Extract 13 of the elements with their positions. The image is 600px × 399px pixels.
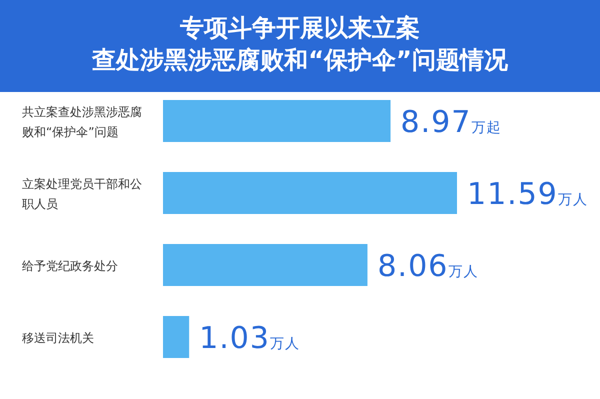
bar [163,100,391,142]
bar [163,316,190,358]
data-label: 1.03万人 [199,321,300,356]
y-tick-label: 给予党纪政务处分 [22,259,118,273]
data-label: 11.59万人 [467,177,588,212]
y-tick-label: 立案处理党员干部和公职人员 [22,177,142,211]
bar [163,172,457,214]
data-label: 8.97万起 [400,105,502,140]
bar [163,244,368,286]
chart-title: 专项斗争开展以来立案查处涉黑涉恶腐败和“保护伞”问题情况 [91,14,509,74]
y-tick-label: 共立案查处涉黑涉恶腐败和“保护伞”问题 [22,105,142,139]
y-tick-label: 移送司法机关 [22,331,94,345]
data-label: 8.06万人 [377,249,478,284]
